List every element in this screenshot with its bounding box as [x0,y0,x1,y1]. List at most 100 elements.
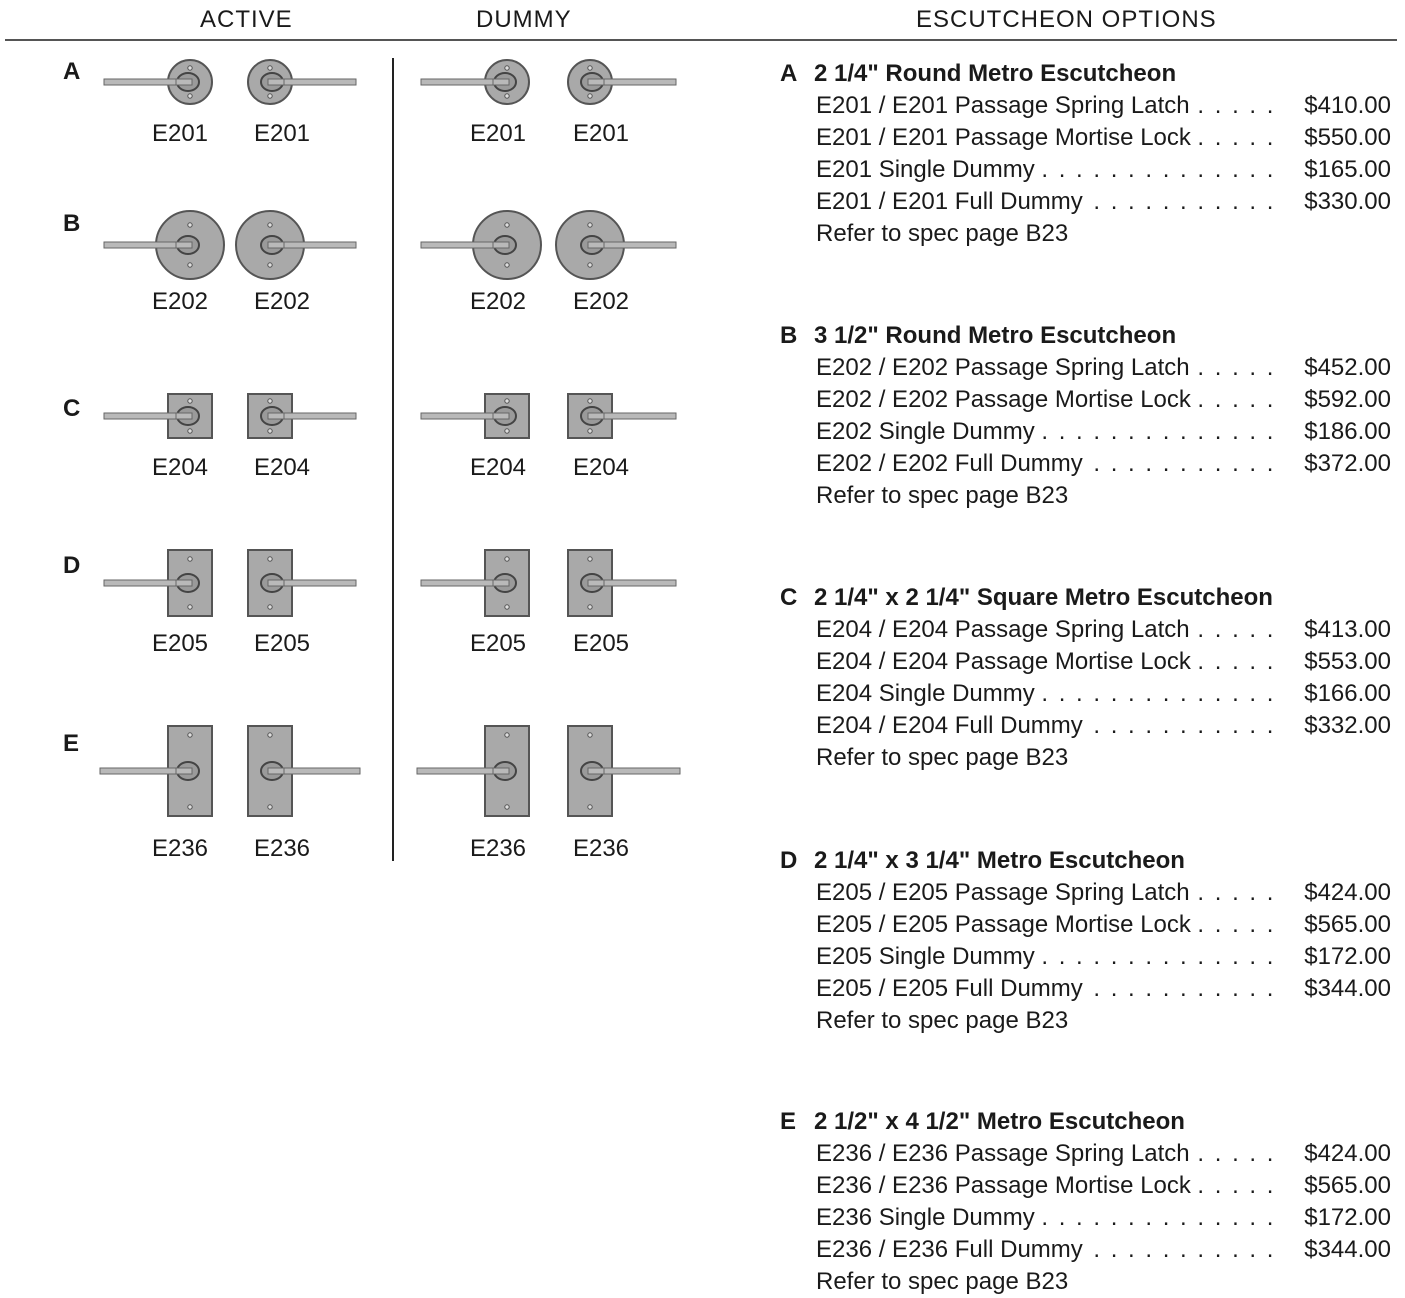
price-line: . . . . . . . . . . . . . . . . . . . . … [816,646,1391,678]
model-code: E202 [469,288,527,315]
model-code: E202 [572,288,630,315]
screw-hole [587,604,593,610]
lever-shank [492,579,510,587]
model-code: E201 [572,120,630,147]
screw-hole [504,222,510,228]
screw-hole [187,556,193,562]
screw-hole [267,222,273,228]
lever-handle-illustration [120,356,420,481]
section-title-text: 3 1/2" Round Metro Escutcheon [814,322,1177,349]
screw-hole [187,428,193,434]
header-dummy: DUMMY [476,6,572,33]
item-price: $344.00 [1277,1234,1391,1266]
section-letter: D [780,847,798,874]
item-label: E236 / E236 Passage Mortise Lock [816,1172,1195,1199]
item-label: E202 Single Dummy [816,418,1039,445]
price-line: . . . . . . . . . . . . . . . . . . . . … [816,90,1391,122]
model-code: E202 [253,288,311,315]
price-line: . . . . . . . . . . . . . . . . . . . . … [816,416,1391,448]
section-letter: A [780,60,798,87]
screw-hole [267,65,273,71]
screw-hole [587,93,593,99]
item-price: $186.00 [1277,416,1391,448]
screw-hole [504,262,510,268]
escutcheon-section: B 3 1/2" Round Metro Escutcheon . . . . . … [780,320,1391,512]
item-price: $550.00 [1277,122,1391,154]
screw-hole [504,93,510,99]
screw-hole [504,65,510,71]
row-letter: D [63,552,81,579]
price-line: . . . . . . . . . . . . . . . . . . . . … [816,384,1391,416]
lever-shank [587,78,605,86]
model-code: E236 [469,835,527,862]
lever-shank [587,241,605,249]
lever-handle-illustration [440,356,740,481]
lever-shank [175,579,193,587]
screw-hole [267,804,273,810]
screw-hole [587,65,593,71]
spec-page-reference: Refer to spec page B23 [816,482,1069,509]
section-title: B 3 1/2" Round Metro Escutcheon [780,320,1391,352]
lever-handle-illustration [357,711,657,836]
screw-hole [267,604,273,610]
model-code: E204 [469,454,527,481]
item-label: E236 Single Dummy [816,1204,1039,1231]
lever-shank [267,78,285,86]
price-line: . . . . . . . . . . . . . . . . . . . . … [816,909,1391,941]
item-price: $413.00 [1277,614,1391,646]
price-line: . . . . . . . . . . . . . . . . . . . . … [816,710,1391,742]
screw-hole [267,262,273,268]
lever-handle-illustration [40,356,340,481]
active-dummy-divider [392,58,394,861]
lever-shank [267,412,285,420]
section-title-text: 2 1/4" x 2 1/4" Square Metro Escutcheon [814,584,1273,611]
lever-handle-illustration [120,711,420,836]
item-price: $172.00 [1277,941,1391,973]
price-line: . . . . . . . . . . . . . . . . . . . . … [816,941,1391,973]
lever-handle-illustration [40,22,340,147]
lever-shank [587,579,605,587]
lever-shank [175,767,193,775]
screw-hole [587,262,593,268]
item-label: E202 / E202 Passage Mortise Lock [816,386,1195,413]
screw-hole [187,65,193,71]
price-line: . . . . . . . . . . . . . . . . . . . . … [816,678,1391,710]
item-price: $452.00 [1277,352,1391,384]
section-title: E 2 1/2" x 4 1/2" Metro Escutcheon [780,1106,1391,1138]
model-code: E205 [469,630,527,657]
screw-hole [504,804,510,810]
item-label: E205 / E205 Passage Mortise Lock [816,911,1195,938]
lever-shank [267,241,285,249]
screw-hole [587,222,593,228]
item-price: $165.00 [1277,154,1391,186]
lever-handle-illustration [440,523,740,648]
price-line: . . . . . . . . . . . . . . . . . . . . … [816,973,1391,1005]
section-title-text: 2 1/4" Round Metro Escutcheon [814,60,1177,87]
lever-shank [492,412,510,420]
header-escutcheon-options: ESCUTCHEON OPTIONS [916,6,1217,33]
item-price: $424.00 [1277,877,1391,909]
item-label: E204 Single Dummy [816,680,1039,707]
spec-page-reference: Refer to spec page B23 [816,1268,1069,1295]
item-price: $553.00 [1277,646,1391,678]
header-divider [5,39,1397,41]
lever-shank [175,412,193,420]
screw-hole [267,398,273,404]
screw-hole [187,262,193,268]
item-price: $565.00 [1277,1170,1391,1202]
screw-hole [504,732,510,738]
item-label: E204 / E204 Passage Spring Latch [816,616,1194,643]
escutcheon-section: A 2 1/4" Round Metro Escutcheon . . . . . … [780,58,1391,250]
lever-shank [587,767,605,775]
lever-handle-illustration [357,185,657,310]
item-price: $332.00 [1277,710,1391,742]
section-title-text: 2 1/4" x 3 1/4" Metro Escutcheon [814,847,1185,874]
item-label: E202 / E202 Full Dummy [816,450,1087,477]
model-code: E201 [253,120,311,147]
screw-hole [587,732,593,738]
price-line: . . . . . . . . . . . . . . . . . . . . … [816,614,1391,646]
lever-handle-illustration [120,185,420,310]
screw-hole [187,93,193,99]
section-letter: B [780,322,798,349]
item-label: E201 / E201 Passage Mortise Lock [816,124,1195,151]
